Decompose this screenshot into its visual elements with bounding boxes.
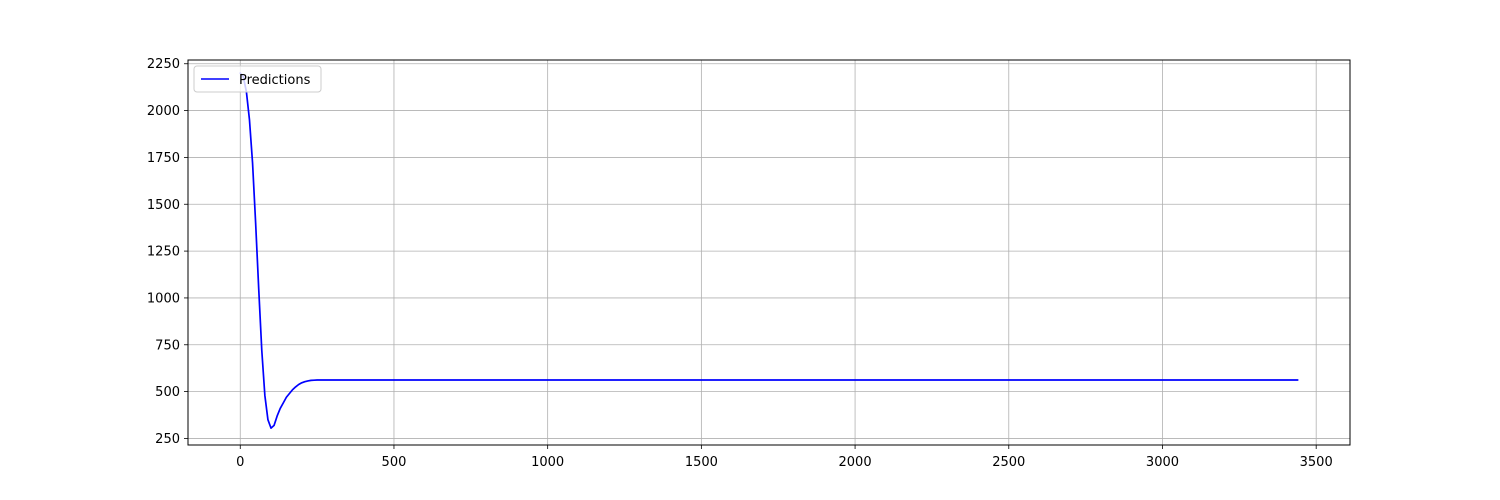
x-tick-label: 3500	[1300, 455, 1333, 470]
axis-ticks: 0 500 1000 1500 2000 2500 3000 3500 250 500 750 100…	[147, 57, 1333, 470]
y-tick-label: 1750	[147, 151, 180, 166]
x-tick-label: 1500	[685, 455, 718, 470]
x-tick-label: 500	[382, 455, 407, 470]
series-layer	[239, 72, 1299, 429]
y-tick-label: 250	[155, 432, 180, 447]
y-tick-label: 500	[155, 385, 180, 400]
y-tick-label: 2250	[147, 57, 180, 72]
grid-lines	[188, 60, 1350, 445]
y-tick-label: 1250	[147, 245, 180, 260]
y-tick-label: 750	[155, 338, 180, 353]
y-tick-label: 1000	[147, 291, 180, 306]
x-tick-label: 0	[236, 455, 244, 470]
legend-label: Predictions	[239, 73, 311, 88]
plot-frame	[187, 59, 1351, 446]
legend: Predictions	[193, 65, 322, 93]
x-tick-label: 2000	[839, 455, 872, 470]
x-tick-label: 1000	[531, 455, 564, 470]
y-tick-label: 2000	[147, 104, 180, 119]
series-line-predictions	[239, 72, 1299, 429]
y-tick-label: 1500	[147, 198, 180, 213]
x-tick-label: 3000	[1146, 455, 1179, 470]
legend-box	[193, 65, 322, 93]
x-tick-label: 2500	[992, 455, 1025, 470]
